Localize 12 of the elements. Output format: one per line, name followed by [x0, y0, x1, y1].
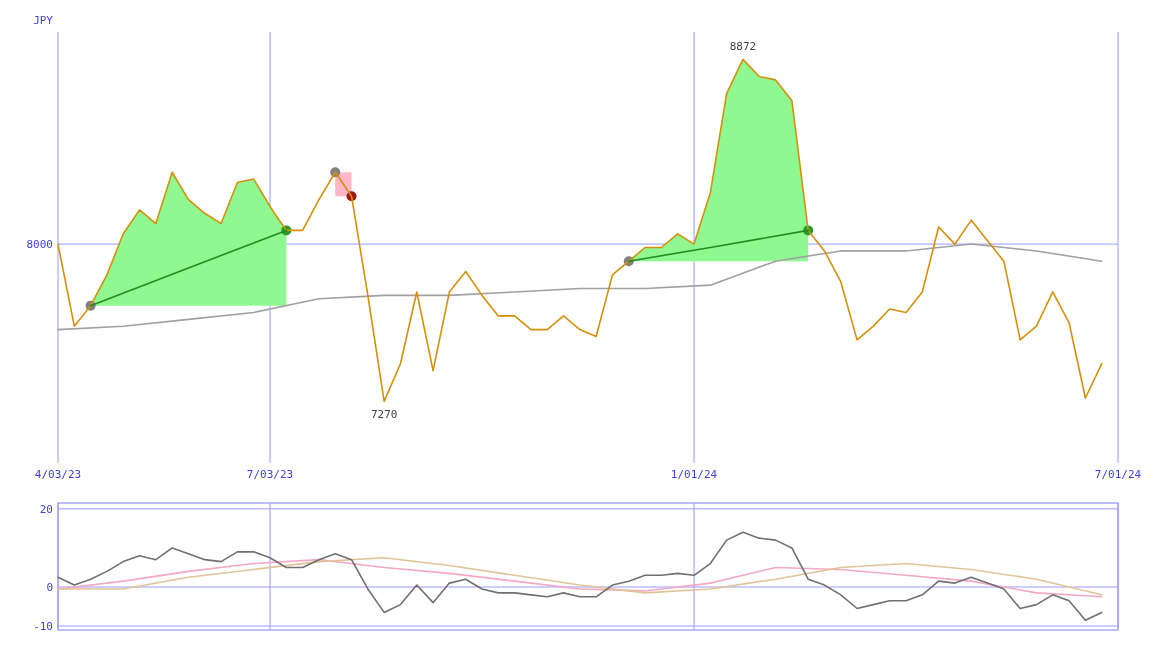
x-tick-label: 7/03/23 — [246, 468, 294, 481]
y-tick-label: 0 — [46, 580, 53, 594]
annotation: 7270 — [370, 408, 398, 422]
y-axis-title: JPY — [33, 14, 54, 27]
x-tick-label: 4/03/23 — [34, 468, 82, 481]
y-tick-label: 20 — [39, 502, 53, 516]
x-tick-label: 1/01/24 — [670, 468, 718, 481]
line-series — [57, 531, 1103, 622]
text: 8000 — [26, 237, 53, 251]
x-tick-label: 7/01/24 — [1094, 468, 1142, 481]
annotation: 8872 — [729, 40, 757, 54]
y-tick-label: -10 — [33, 619, 53, 633]
